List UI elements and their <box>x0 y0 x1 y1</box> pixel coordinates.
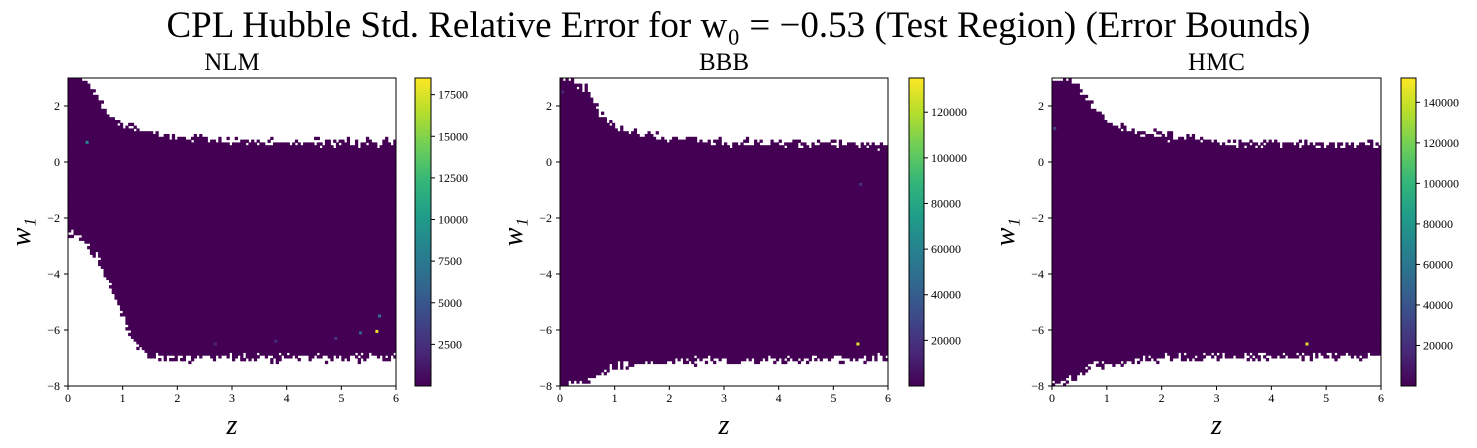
heatmap-cell <box>101 100 104 103</box>
panel-nlm: 0 1 2 3 4 5 6−8−6−4−202NLMzw₁25005000750010000… <box>6 49 468 441</box>
heatmap-cell <box>166 134 169 137</box>
heatmap-cell <box>95 95 98 98</box>
heatmap-cell <box>158 358 161 361</box>
heatmap-cell <box>87 84 90 87</box>
heatmap-cell <box>218 137 221 140</box>
heatmap-cell <box>172 134 175 137</box>
heatmap-cells <box>68 78 397 364</box>
heatmap-cell <box>104 109 107 112</box>
heatmap-cell <box>155 131 158 134</box>
heatmap-cell <box>120 123 123 126</box>
heatmap-cell <box>93 89 96 92</box>
heatmap-cell <box>227 137 230 140</box>
heatmap-cell <box>205 137 208 140</box>
heatmap-cell <box>235 137 238 140</box>
